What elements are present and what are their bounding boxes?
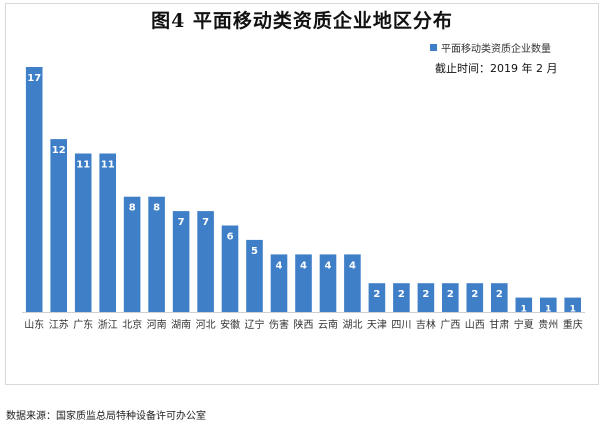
category-label-湖北: 湖北 [343, 319, 363, 331]
bar-贵州 [540, 297, 557, 312]
value-label-安徽: 6 [227, 232, 234, 243]
value-label-陕西: 4 [300, 260, 307, 271]
category-label-辽宁: 辽宁 [245, 318, 265, 331]
category-label-陕西: 陕西 [294, 318, 314, 331]
bar-河南 [148, 196, 165, 312]
category-label-山东: 山东 [24, 318, 44, 331]
category-label-甘肃: 甘肃 [489, 318, 509, 331]
category-label-北京: 北京 [122, 318, 142, 331]
bar-安徽 [221, 225, 239, 312]
value-label-云南: 4 [325, 260, 332, 271]
bar-云南 [319, 254, 337, 312]
category-label-河北: 河北 [196, 319, 216, 331]
value-label-贵州: 1 [545, 305, 551, 315]
category-label-宁夏: 宁夏 [514, 318, 534, 331]
bar-四川 [393, 283, 410, 312]
value-label-广东: 11 [76, 160, 90, 171]
bar-山西 [466, 283, 484, 312]
source-note: 数据来源：国家质监总局特种设备许可办公室 [6, 411, 206, 422]
bar-宁夏 [515, 297, 533, 312]
bar-湖北 [344, 254, 361, 312]
category-label-云南: 云南 [318, 318, 338, 331]
category-label-天津: 天津 [367, 319, 387, 331]
value-label-山西: 2 [471, 289, 478, 300]
value-label-浙江: 11 [101, 160, 115, 171]
category-label-重庆: 重庆 [563, 318, 583, 331]
value-label-吉林: 2 [422, 289, 429, 300]
legend-swatch [430, 44, 437, 51]
category-label-安徽: 安徽 [220, 318, 240, 331]
bar-陕西 [295, 254, 312, 312]
bar-甘肃 [491, 283, 508, 312]
bar-江苏 [50, 139, 67, 312]
value-label-伤害: 4 [276, 260, 283, 271]
legend: 平面移动类资质企业数量 [430, 40, 551, 55]
bar-山东 [25, 67, 43, 312]
category-label-广东: 广东 [73, 318, 93, 331]
value-label-山东: 17 [27, 73, 41, 84]
category-label-贵州: 贵州 [538, 318, 558, 331]
value-label-四川: 2 [398, 289, 405, 300]
category-label-吉林: 吉林 [416, 318, 436, 331]
category-label-湖南: 湖南 [171, 318, 191, 331]
value-label-河南: 8 [153, 203, 160, 214]
chart-title: 图4 平面移动类资质企业地区分布 [151, 10, 453, 32]
value-label-北京: 8 [129, 203, 136, 214]
value-label-宁夏: 1 [521, 305, 527, 315]
bar-广东 [74, 153, 92, 312]
bar-吉林 [417, 283, 435, 312]
value-label-湖南: 7 [178, 217, 185, 228]
bars-layer [22, 67, 585, 313]
legend-label: 平面移动类资质企业数量 [441, 44, 551, 55]
category-label-四川: 四川 [391, 320, 411, 331]
bar-北京 [123, 196, 141, 312]
bar-浙江 [99, 153, 116, 312]
category-label-广西: 广西 [440, 319, 460, 331]
value-label-江苏: 12 [52, 145, 66, 156]
bar-湖南 [172, 211, 190, 312]
cutoff-note: 截止时间：2019 年 2 月 [435, 62, 558, 75]
category-labels-layer: 山东 江苏 广东 浙江 北京 河南 湖南 河北 安徽 辽宁 伤害 陕西 云南 湖北 天津 四川 吉林 广西 山西 甘肃… [24, 318, 583, 331]
bar-伤害 [270, 254, 288, 312]
value-label-天津: 2 [373, 289, 380, 300]
value-label-甘肃: 2 [496, 289, 503, 300]
bar-天津 [368, 283, 386, 312]
value-label-湖北: 4 [349, 260, 356, 271]
bar-河北 [197, 211, 214, 312]
category-label-伤害: 伤害 [269, 318, 289, 331]
value-label-广西: 2 [447, 289, 454, 300]
value-label-河北: 7 [202, 217, 209, 228]
value-label-辽宁: 5 [251, 246, 258, 257]
category-label-山西: 山西 [465, 319, 485, 331]
category-label-江苏: 江苏 [49, 318, 69, 331]
bar-广西 [442, 283, 459, 312]
bar-辽宁 [246, 239, 263, 312]
category-label-河南: 河南 [147, 318, 167, 331]
category-label-浙江: 浙江 [98, 319, 118, 331]
value-label-重庆: 1 [570, 305, 576, 315]
bar-重庆 [564, 297, 581, 312]
